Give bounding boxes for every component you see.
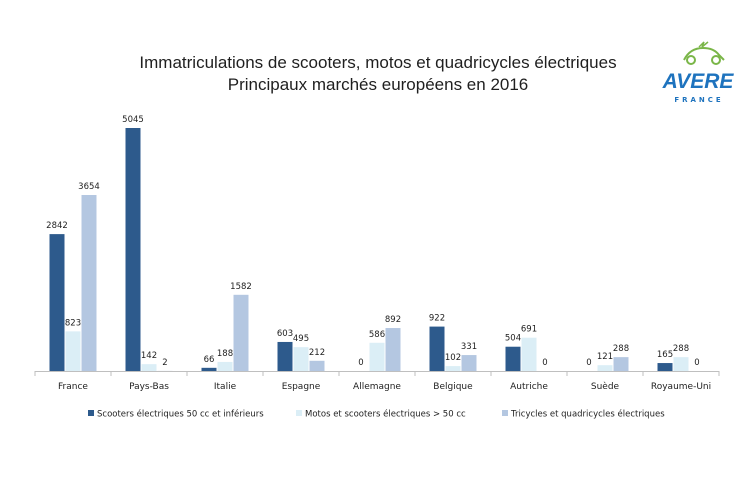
category-labels: France Pays-Bas Italie Espagne Allemagne Belg… [58, 381, 711, 392]
bar [201, 367, 217, 371]
category-label: Espagne [282, 382, 321, 392]
data-label: 0 [542, 358, 547, 368]
data-label: 892 [385, 315, 401, 325]
bar [461, 355, 477, 371]
legend-swatch [502, 410, 508, 416]
logo-brand: AVERE [662, 70, 735, 93]
chart-title: Immatriculations de scooters, motos et q… [139, 53, 616, 72]
data-label: 121 [597, 352, 613, 362]
data-label: 0 [694, 358, 699, 368]
car-icon [683, 41, 725, 65]
data-label: 331 [461, 342, 477, 352]
category-label: Pays-Bas [129, 382, 169, 392]
data-label: 188 [217, 349, 233, 359]
legend-label: Scooters électriques 50 cc et inférieurs [97, 409, 264, 420]
category-label: Belgique [433, 382, 473, 392]
data-label: 288 [673, 344, 689, 354]
bar [233, 294, 249, 371]
data-label: 66 [204, 355, 215, 365]
chart-subtitle: Principaux marchés européens en 2016 [228, 75, 529, 94]
bar [217, 361, 233, 371]
data-label: 102 [445, 353, 461, 363]
bar [385, 328, 401, 371]
bar [521, 337, 537, 371]
bar [429, 326, 445, 371]
bar [673, 357, 689, 371]
bar [369, 342, 385, 371]
data-label: 504 [505, 334, 521, 344]
bar [293, 347, 309, 371]
legend-label: Motos et scooters électriques > 50 cc [305, 409, 466, 420]
bar [613, 357, 629, 371]
bar [141, 364, 157, 371]
legend-swatch [88, 410, 94, 416]
category-label: Italie [214, 382, 237, 392]
data-label: 823 [65, 318, 81, 328]
data-label: 1582 [230, 282, 252, 292]
legend: Scooters électriques 50 cc et inférieurs… [88, 409, 665, 420]
bar [309, 360, 325, 371]
data-label: 495 [293, 334, 309, 344]
bar [597, 365, 613, 371]
data-label: 142 [141, 351, 157, 361]
data-label: 2842 [46, 221, 68, 231]
data-label: 691 [521, 325, 537, 335]
category-label: France [58, 382, 88, 392]
avere-logo: AVERE FRANCE [662, 41, 735, 104]
category-label: Royaume-Uni [651, 382, 711, 392]
bar [49, 234, 65, 371]
x-ticks [34, 371, 720, 376]
data-label: 5045 [122, 115, 144, 125]
bar [125, 128, 141, 371]
bar [81, 194, 97, 371]
bar [445, 366, 461, 371]
data-label: 2 [162, 358, 167, 368]
category-label: Suède [591, 381, 620, 392]
data-label: 212 [309, 348, 325, 358]
data-label: 0 [586, 358, 591, 368]
data-label: 288 [613, 344, 629, 354]
category-label: Allemagne [353, 382, 401, 392]
bar [505, 346, 521, 371]
data-label: 922 [429, 314, 445, 324]
logo-sub: FRANCE [674, 96, 723, 104]
data-label: 586 [369, 330, 385, 340]
data-label: 0 [358, 358, 363, 368]
legend-swatch [296, 410, 302, 416]
data-label: 603 [277, 329, 293, 339]
data-label: 3654 [78, 182, 100, 192]
legend-label: Tricycles et quadricycles électriques [510, 409, 665, 420]
bar [65, 331, 81, 371]
category-label: Autriche [510, 382, 548, 392]
bar [277, 341, 293, 371]
data-label: 165 [657, 350, 673, 360]
bar [657, 363, 673, 371]
bars-layer [49, 128, 689, 371]
